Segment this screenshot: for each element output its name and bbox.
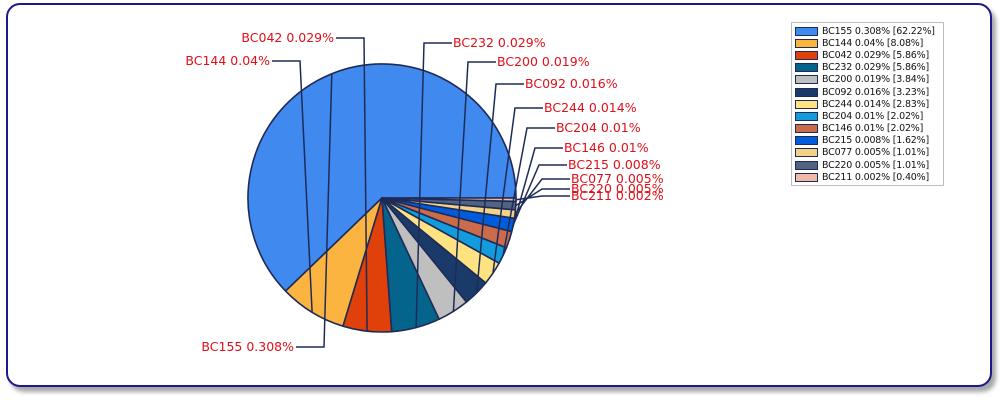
legend-label: BC211 0.002% [0.40%]: [822, 171, 929, 183]
legend-entry-bc146: BC146 0.01% [2.02%]: [795, 123, 943, 135]
legend-label: BC077 0.005% [1.01%]: [822, 147, 929, 159]
slice-labels: BC155 0.308% BC144 0.04% BC042 0.029% BC232…: [185, 30, 663, 354]
pie-slices: [247, 63, 517, 333]
legend-entry-bc204: BC204 0.01% [2.02%]: [795, 110, 943, 122]
legend-entry-bc211: BC211 0.002% [0.40%]: [795, 171, 943, 183]
slice-label-bc155: BC155 0.308%: [201, 339, 294, 354]
legend-label: BC215 0.008% [1.62%]: [822, 135, 929, 147]
leader-line-bc200: [452, 61, 496, 312]
legend-swatch: [795, 75, 818, 85]
leader-line-bc244: [492, 107, 543, 274]
legend-entry-bc215: BC215 0.008% [1.62%]: [795, 135, 943, 147]
legend-label: BC146 0.01% [2.02%]: [822, 123, 924, 135]
legend-label: BC144 0.04% [8.08%]: [822, 37, 924, 49]
slice-label-bc211: BC211 0.002%: [571, 188, 664, 203]
leader-lines: [272, 37, 570, 348]
legend-label: BC220 0.005% [1.01%]: [822, 159, 929, 171]
legend-label: BC042 0.029% [5.86%]: [822, 49, 929, 61]
legend-swatch: [795, 26, 818, 36]
legend-label: BC232 0.029% [5.86%]: [822, 62, 929, 74]
leader-line-bc146: [508, 147, 563, 241]
legend-entry-bc042: BC042 0.029% [5.86%]: [795, 49, 943, 61]
leader-line-bc232: [415, 42, 452, 328]
legend-label: BC092 0.016% [3.23%]: [822, 86, 929, 98]
legend-label: BC200 0.019% [3.84%]: [822, 74, 929, 86]
legend-entry-bc200: BC200 0.019% [3.84%]: [795, 74, 943, 86]
leader-line-bc144: [272, 60, 313, 313]
legend-entry-bc077: BC077 0.005% [1.01%]: [795, 147, 943, 159]
slice-label-bc146: BC146 0.01%: [564, 140, 649, 155]
leader-line-bc204: [502, 127, 555, 256]
slice-label-bc244: BC244 0.014%: [544, 100, 637, 115]
legend-swatch: [795, 63, 818, 73]
legend-entry-bc220: BC220 0.005% [1.01%]: [795, 159, 943, 171]
legend-label: BC244 0.014% [2.83%]: [822, 98, 929, 110]
legend-swatch: [795, 111, 818, 121]
legend-swatch: [795, 160, 818, 170]
slice-label-bc220: BC220 0.005%: [571, 181, 664, 196]
legend-label: BC155 0.308% [62.22%]: [822, 25, 935, 37]
slice-label-bc215: BC215 0.008%: [568, 157, 661, 172]
leader-line-bc092: [475, 83, 524, 293]
slice-label-bc200: BC200 0.019%: [497, 54, 590, 69]
legend-entry-bc092: BC092 0.016% [3.23%]: [795, 86, 943, 98]
legend-entry-bc232: BC232 0.029% [5.86%]: [795, 62, 943, 74]
slice-label-bc232: BC232 0.029%: [453, 35, 546, 50]
slice-label-bc092: BC092 0.016%: [525, 76, 618, 91]
leader-line-bc220: [515, 188, 570, 207]
legend-swatch: [795, 50, 818, 60]
leader-line-bc211: [515, 195, 570, 201]
legend: BC155 0.308% [62.22%] BC144 0.04% [8.08%]…: [791, 22, 944, 187]
legend-swatch: [795, 172, 818, 182]
slice-label-bc042: BC042 0.029%: [241, 30, 334, 45]
slice-label-bc077: BC077 0.005%: [571, 171, 664, 186]
legend-swatch: [795, 148, 818, 158]
legend-swatch: [795, 38, 818, 48]
legend-label: BC204 0.01% [2.02%]: [822, 110, 924, 122]
legend-entry-bc155: BC155 0.308% [62.22%]: [795, 25, 943, 37]
leader-line-bc077: [514, 178, 570, 215]
leader-line-bc155: [296, 73, 333, 348]
slice-label-bc204: BC204 0.01%: [556, 120, 641, 135]
legend-entry-bc244: BC244 0.014% [2.83%]: [795, 98, 943, 110]
slice-label-bc144: BC144 0.04%: [185, 53, 270, 68]
legend-swatch: [795, 87, 818, 97]
leader-line-bc042: [336, 37, 368, 332]
legend-entry-bc144: BC144 0.04% [8.08%]: [795, 37, 943, 49]
legend-swatch: [795, 99, 818, 109]
pie-slice-bc211[interactable]: [381, 197, 517, 203]
legend-swatch: [795, 136, 818, 146]
legend-swatch: [795, 124, 818, 134]
